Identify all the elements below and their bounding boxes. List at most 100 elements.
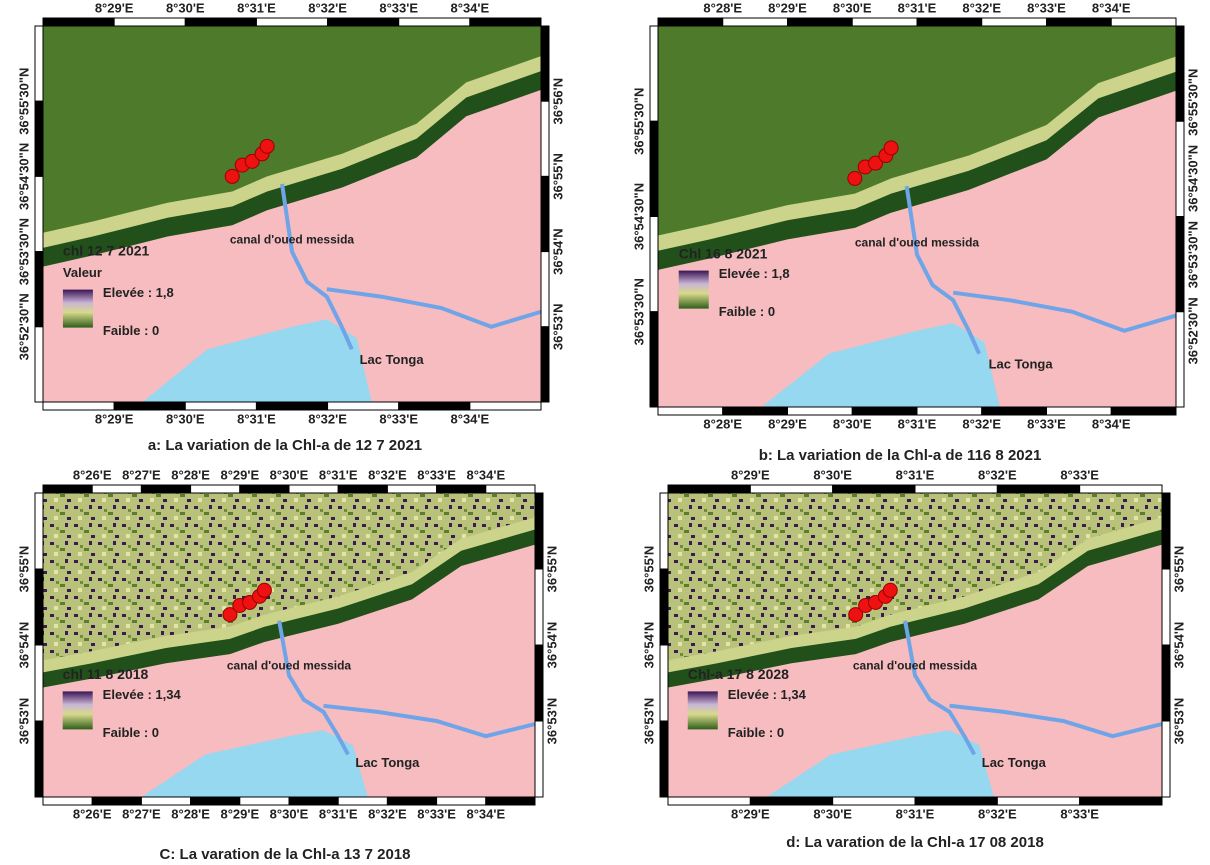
canal-label: canal d'oued messida: [227, 658, 352, 672]
neatline-segment: [650, 26, 658, 121]
legend-high: Elevée : 1,34: [728, 687, 807, 702]
neatline-segment: [35, 26, 43, 101]
neatline-segment: [191, 485, 240, 493]
sample-point: [848, 171, 862, 185]
left-tick-label: 36°54'30"N: [16, 143, 31, 210]
top-tick-label: 8°33'E: [417, 467, 456, 482]
left-tick-label: 36°53'N: [16, 698, 31, 745]
legend-high: Elevée : 1,8: [103, 285, 174, 300]
top-tick-label: 8°32'E: [978, 467, 1017, 482]
neatline-segment: [486, 797, 535, 805]
neatline-segment: [852, 407, 917, 415]
neatline-segment: [833, 485, 915, 493]
neatline-segment: [997, 797, 1079, 805]
sample-point: [884, 141, 898, 155]
right-tick-label: 36°55'30"N: [1185, 69, 1200, 136]
neatline-segment: [668, 797, 750, 805]
left-tick-label: 36°55'30"N: [16, 68, 31, 135]
bottom-tick-label: 8°32'E: [962, 416, 1001, 431]
bottom-tick-label: 8°31'E: [898, 416, 937, 431]
neatline-segment: [486, 485, 535, 493]
bottom-tick-label: 8°33'E: [417, 806, 456, 821]
neatline-segment: [35, 569, 43, 645]
right-tick-label: 36°55'N: [544, 546, 559, 593]
top-tick-label: 8°32'E: [308, 0, 347, 15]
top-tick-label: 8°31'E: [896, 467, 935, 482]
top-tick-label: 8°32'E: [368, 467, 407, 482]
top-tick-label: 8°34'E: [451, 0, 490, 15]
legend-ramp: [679, 271, 709, 309]
bottom-tick-label: 8°29'E: [95, 411, 134, 426]
bottom-tick-label: 8°32'E: [308, 411, 347, 426]
neatline-segment: [915, 485, 997, 493]
left-tick-label: 36°53'30"N: [16, 218, 31, 285]
map-panel: 8°28'E8°29'E8°30'E8°31'E8°32'E8°33'E8°34…: [631, 0, 1200, 464]
bottom-tick-label: 8°28'E: [171, 806, 210, 821]
bottom-tick-label: 8°30'E: [166, 411, 205, 426]
neatline-segment: [1162, 569, 1170, 645]
right-tick-label: 36°56'N: [550, 78, 565, 125]
neatline-segment: [852, 18, 917, 26]
sample-point: [883, 583, 897, 597]
top-tick-label: 8°30'E: [833, 0, 872, 15]
bottom-tick-label: 8°31'E: [319, 806, 358, 821]
left-tick-label: 36°55'30"N: [631, 88, 646, 155]
neatline-segment: [114, 402, 185, 410]
neatline-segment: [535, 493, 543, 569]
lake-label: Lac Tonga: [989, 357, 1054, 372]
top-tick-label: 8°33'E: [379, 0, 418, 15]
left-tick-label: 36°53'30"N: [631, 278, 646, 345]
neatline-segment: [141, 797, 190, 805]
neatline-segment: [660, 721, 668, 797]
neatline-segment: [650, 121, 658, 216]
neatline-segment: [43, 18, 114, 26]
neatline-segment: [650, 312, 658, 407]
lake-label: Lac Tonga: [360, 352, 425, 367]
bottom-tick-label: 8°32'E: [368, 806, 407, 821]
neatline-segment: [917, 407, 982, 415]
caption: a: La variation de la Chl-a de 12 7 2021: [148, 437, 422, 454]
canal-label: canal d'oued messida: [853, 658, 978, 672]
legend-ramp: [63, 290, 93, 328]
neatline-segment: [660, 569, 668, 645]
neatline-segment: [997, 485, 1079, 493]
top-tick-label: 8°31'E: [898, 0, 937, 15]
neatline-segment: [437, 485, 486, 493]
top-tick-label: 8°30'E: [166, 0, 205, 15]
neatline-segment: [256, 18, 327, 26]
left-tick-label: 36°52'30"N: [16, 293, 31, 360]
lake-label: Lac Tonga: [982, 755, 1047, 770]
left-tick-label: 36°55'N: [16, 546, 31, 593]
top-tick-label: 8°26'E: [73, 467, 112, 482]
bottom-tick-label: 8°28'E: [703, 416, 742, 431]
right-tick-label: 36°55'N: [550, 153, 565, 200]
neatline-segment: [1047, 18, 1112, 26]
layer-label: chl 11 8 2018: [63, 666, 149, 682]
neatline-segment: [399, 402, 470, 410]
neatline-segment: [535, 569, 543, 645]
neatline-segment: [1176, 121, 1184, 216]
caption: b: La variation de la Chl-a de 116 8 202…: [759, 447, 1042, 464]
neatline-segment: [185, 18, 256, 26]
neatline-segment: [750, 797, 832, 805]
bottom-tick-label: 8°26'E: [73, 806, 112, 821]
bottom-tick-label: 8°32'E: [978, 806, 1017, 821]
neatline-segment: [788, 18, 853, 26]
neatline-segment: [982, 18, 1047, 26]
lake-label: Lac Tonga: [355, 755, 420, 770]
bottom-tick-label: 8°33'E: [379, 411, 418, 426]
neatline-segment: [240, 797, 289, 805]
bottom-tick-label: 8°30'E: [813, 806, 852, 821]
map-panel: 8°29'E8°30'E8°31'E8°32'E8°33'E8°34'E8°29…: [16, 0, 565, 454]
neatline-segment: [470, 18, 541, 26]
top-tick-label: 8°30'E: [270, 467, 309, 482]
neatline-segment: [35, 252, 43, 327]
top-tick-label: 8°29'E: [768, 0, 807, 15]
caption: d: La varation de la Chl-a 17 08 2018: [786, 834, 1044, 851]
neatline-segment: [833, 797, 915, 805]
bottom-tick-label: 8°30'E: [270, 806, 309, 821]
canal-label: canal d'oued messida: [230, 232, 355, 246]
right-tick-label: 36°53'N: [550, 303, 565, 350]
neatline-segment: [240, 485, 289, 493]
